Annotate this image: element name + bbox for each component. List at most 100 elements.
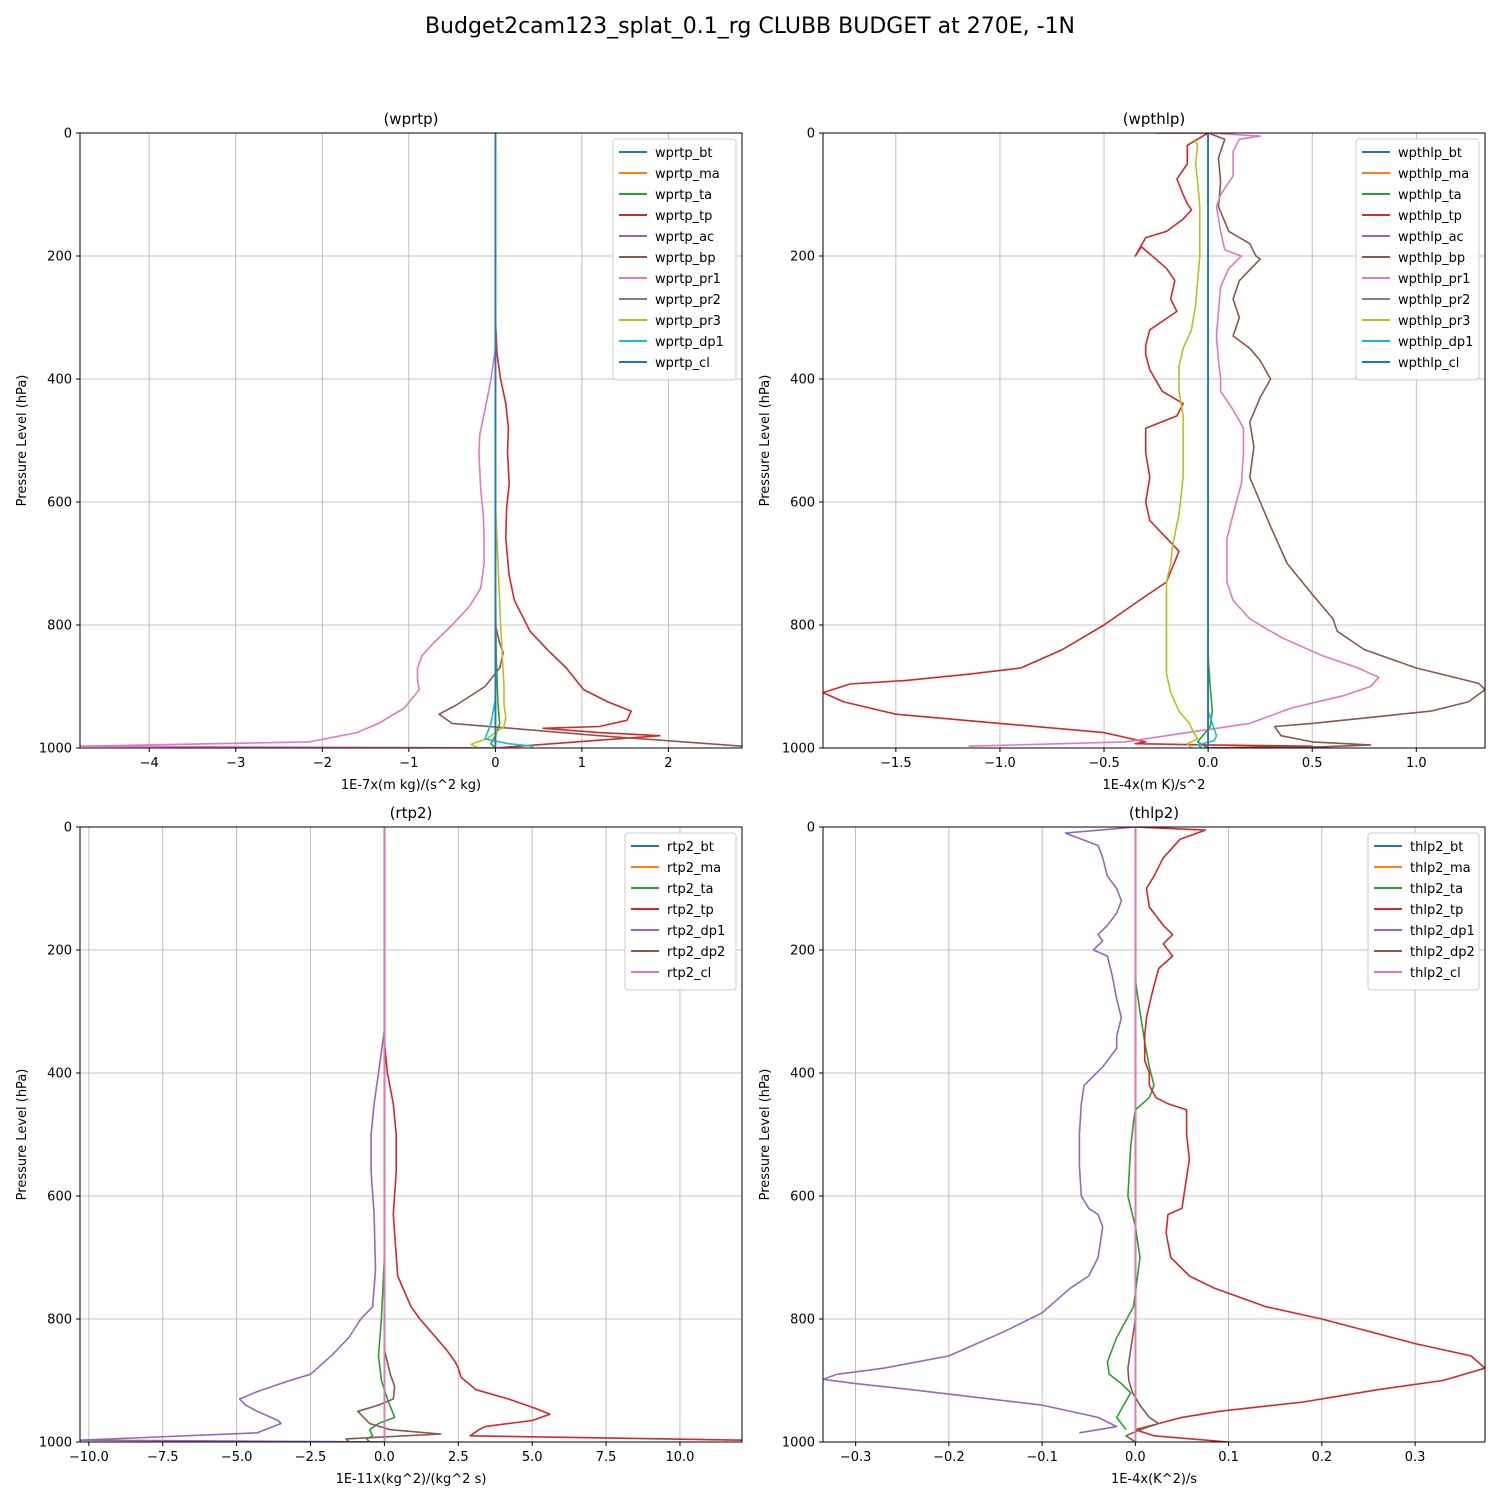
chart-panel: −1.5 −1.0 −0.5 0.0 0.5 1.0 0 200 400 600 800 1000 (w… [758, 110, 1486, 793]
legend-label: wpthlp_bp [1398, 251, 1465, 266]
x-tick-label: −1.5 [880, 756, 912, 771]
legend-label: wprtp_ac [655, 230, 714, 245]
series-line-rtp2_dp1 [80, 827, 386, 1442]
x-axis-label: 1E-4x(m K)/s^2 [1103, 778, 1206, 793]
series-line-thlp2_dp1 [823, 827, 1136, 1434]
panel-title: (wprtp) [383, 110, 438, 128]
legend-label: wpthlp_dp1 [1398, 335, 1473, 350]
x-tick-label: 5.0 [522, 1450, 543, 1465]
x-tick-label: −3 [226, 756, 245, 771]
axes-frame [822, 826, 1486, 1443]
legend-label: wpthlp_ma [1398, 167, 1469, 182]
x-tick-label: 0.2 [1311, 1450, 1332, 1465]
legend: thlp2_bt thlp2_ma thlp2_ta thlp2_tp thlp2_dp… [1367, 832, 1480, 991]
x-tick-label: −4 [140, 756, 159, 771]
chart-panel: −4 −3 −2 −1 0 1 2 0 200 400 600 800 1000 (wprtp) 1E-7x… [15, 110, 743, 793]
x-tick-label: 0.0 [1125, 1450, 1146, 1465]
y-tick-label: 800 [47, 1313, 72, 1328]
y-tick-label: 600 [47, 496, 72, 511]
x-tick-label: 0.5 [1302, 756, 1323, 771]
legend-label: wpthlp_cl [1398, 356, 1459, 371]
x-tick-label: 7.5 [596, 1450, 617, 1465]
legend-label: wpthlp_pr2 [1398, 293, 1470, 308]
x-tick-label: −2.5 [295, 1450, 327, 1465]
series-line-wpthlp_pr1 [968, 133, 1380, 747]
axes-frame [79, 132, 743, 749]
x-tick-label: 0.0 [374, 1450, 395, 1465]
legend-label: wprtp_dp1 [655, 335, 724, 350]
y-tick-label: 200 [47, 250, 72, 265]
x-tick-label: −0.5 [1088, 756, 1120, 771]
series-line-rtp2_dp2 [345, 827, 442, 1442]
x-tick-label: 1.0 [1406, 756, 1427, 771]
x-tick-label: −1 [399, 756, 418, 771]
x-tick-label: 0 [491, 756, 499, 771]
axes-frame [79, 826, 743, 1443]
y-tick-label: 400 [47, 373, 72, 388]
y-tick-label: 800 [47, 619, 72, 634]
legend-label: wpthlp_pr1 [1398, 272, 1470, 287]
series-line-rtp2_tp [383, 827, 742, 1441]
y-tick-label: 1000 [782, 742, 815, 757]
legend-label: thlp2_ma [1410, 861, 1471, 876]
y-tick-label: 0 [64, 821, 72, 836]
series-line-wpthlp_pr3 [1165, 138, 1201, 748]
legend-label: wprtp_pr3 [655, 314, 721, 329]
x-tick-label: 10.0 [665, 1450, 694, 1465]
legend-label: rtp2_tp [667, 903, 714, 918]
y-tick-label: 200 [790, 250, 815, 265]
legend-label: wpthlp_bt [1398, 146, 1462, 161]
series-line-thlp2_tp [1134, 827, 1485, 1442]
series-line-wpthlp_bp [1207, 133, 1485, 748]
y-axis-label: Pressure Level (hPa) [758, 1069, 773, 1201]
legend-label: thlp2_dp2 [1410, 945, 1475, 960]
y-tick-label: 1000 [39, 1436, 72, 1451]
series-line-wprtp_dp1 [484, 133, 534, 748]
panel-title: (wpthlp) [1123, 110, 1186, 128]
series-line-wprtp_pr1 [80, 133, 522, 748]
x-tick-label: −10.0 [69, 1450, 109, 1465]
legend-label: wprtp_tp [655, 209, 712, 224]
legend-label: rtp2_ta [667, 882, 714, 897]
x-tick-label: 2 [664, 756, 672, 771]
y-tick-label: 1000 [782, 1436, 815, 1451]
x-tick-label: 0.0 [1198, 756, 1219, 771]
legend-label: wprtp_ma [655, 167, 720, 182]
panel-title: (thlp2) [1129, 804, 1179, 822]
legend: wpthlp_bt wpthlp_ma wpthlp_ta wpthlp_tpwpth… [1355, 138, 1480, 381]
y-tick-label: 1000 [39, 742, 72, 757]
y-tick-label: 200 [47, 944, 72, 959]
x-axis-label: 1E-4x(K^2)/s [1111, 1472, 1197, 1487]
y-axis-label: Pressure Level (hPa) [15, 1069, 30, 1201]
series-line-thlp2_dp2 [1125, 827, 1160, 1442]
legend-label: wprtp_bt [655, 146, 712, 161]
legend-label: rtp2_bt [667, 840, 714, 855]
x-tick-label: −7.5 [147, 1450, 179, 1465]
legend-label: thlp2_tp [1410, 903, 1463, 918]
series-group [80, 827, 742, 1442]
legend-label: wprtp_cl [655, 356, 710, 371]
x-tick-label: −0.3 [840, 1450, 872, 1465]
legend-label: wpthlp_tp [1398, 209, 1462, 224]
y-tick-label: 400 [790, 1067, 815, 1082]
series-line-wprtp_tp [494, 133, 661, 748]
legend-label: rtp2_cl [667, 966, 711, 981]
series-group [823, 827, 1485, 1442]
x-tick-label: −0.2 [933, 1450, 965, 1465]
legend-label: rtp2_dp1 [667, 924, 725, 939]
legend-label: rtp2_ma [667, 861, 721, 876]
y-tick-label: 200 [790, 944, 815, 959]
y-tick-label: 600 [790, 1190, 815, 1205]
y-tick-label: 0 [807, 821, 815, 836]
series-group [823, 133, 1485, 748]
x-tick-label: 0.1 [1218, 1450, 1239, 1465]
series-line-thlp2_ta [1106, 827, 1155, 1431]
legend-label: thlp2_bt [1410, 840, 1463, 855]
series-line-rtp2_ta [365, 827, 396, 1442]
y-axis-label: Pressure Level (hPa) [758, 375, 773, 507]
y-tick-label: 400 [47, 1067, 72, 1082]
series-line-wprtp_bp [438, 133, 742, 747]
chart-panel: −10.0 −7.5 −5.0 −2.5 0.0 2.5 5.0 7.5 10.0 0 200 400… [15, 804, 743, 1487]
y-tick-label: 800 [790, 1313, 815, 1328]
